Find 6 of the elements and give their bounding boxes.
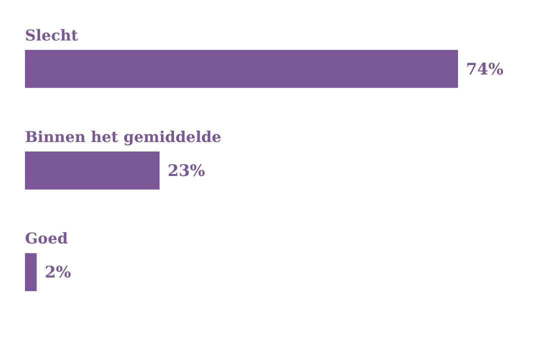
y-tick-label: Goed	[25, 230, 68, 248]
y-tick-label: Slecht	[25, 26, 78, 44]
data-label: 23%	[168, 161, 206, 180]
data-label: 2%	[44, 262, 72, 282]
y-tick-label: Binnen het gemiddelde	[25, 128, 222, 146]
data-label: 74%	[466, 59, 504, 78]
